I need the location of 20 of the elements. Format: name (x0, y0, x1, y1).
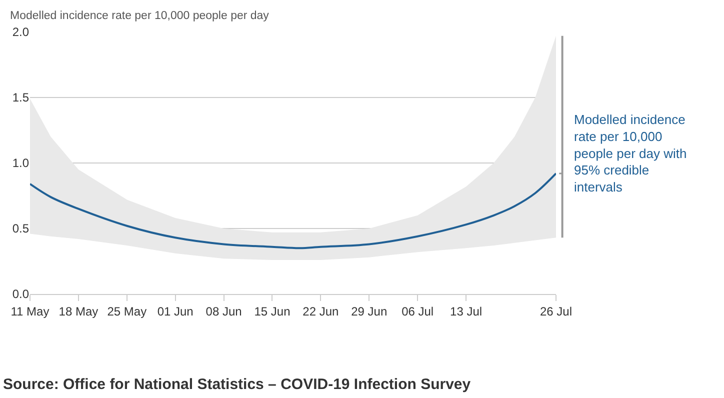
x-tick-label: 01 Jun (157, 304, 194, 318)
x-tick-label: 26 Jul (540, 304, 572, 318)
y-tick-label: 1.5 (12, 90, 30, 105)
y-tick-label: 1.0 (12, 156, 30, 170)
line-series (30, 172, 556, 250)
x-tick-label: 22 Jun (302, 304, 339, 318)
x-tick-label: 15 Jun (254, 304, 290, 318)
x-tick-label: 06 Jul (402, 304, 434, 318)
y-tick-label: 0.5 (12, 222, 30, 236)
y-axis-title: Modelled incidence rate per 10,000 people per day (10, 10, 270, 22)
y-tick-label: 0.0 (12, 287, 30, 302)
text: Modelled incidence rate per 10,000 people per day with 95% credible intervals (574, 112, 687, 195)
y-tick-label: 2.0 (12, 25, 30, 40)
x-tick-label: 18 May (58, 304, 98, 318)
x-tick-label: 13 Jul (450, 304, 482, 318)
x-tick-label: 11 May (10, 304, 50, 318)
source-note: Source: Office for National Statistics – COVID-19 Infection Survey (3, 376, 472, 393)
x-tick-label: 29 Jun (351, 304, 388, 318)
x-tick-label: 08 Jun (206, 304, 242, 318)
x-tick-label: 25 May (107, 304, 147, 318)
